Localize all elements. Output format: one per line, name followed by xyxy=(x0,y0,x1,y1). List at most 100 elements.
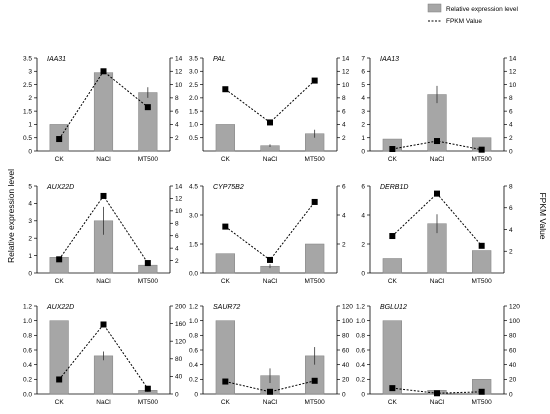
y2-tick-label: 120 xyxy=(175,339,186,346)
chart-panel-pal: 0.5 1.0 1.5 2.0 2.5 3.0 3.5 2 4 6 8 10 12 14 CK NaCl MT5… xyxy=(189,55,350,163)
y-tick-label: 3 xyxy=(28,69,32,76)
chart-panel-saur72: 0 0.2 0.4 0.6 0.8 1.0 1.2 0 20 40 60 80 100 120 CK NaCl… xyxy=(189,303,353,406)
y-tick-label: 1 xyxy=(28,122,32,129)
chart-panel-cyp75b2: 0.0 1.5 3.0 4.5 2 4 6 CK NaCl MT500 CYP75B2 xyxy=(189,183,346,285)
y-tick-label: 4 xyxy=(28,201,32,208)
bar xyxy=(138,264,158,274)
y-tick-label: 1.2 xyxy=(189,303,198,310)
y-tick-label: 5 xyxy=(361,82,365,89)
y2-tick-label: 12 xyxy=(175,196,183,203)
y-tick-label: 3.5 xyxy=(23,55,32,62)
y2-tick-label: 40 xyxy=(175,374,183,381)
fpkm-line xyxy=(225,201,316,261)
category-label: CK xyxy=(55,156,65,163)
category-label: NaCl xyxy=(430,156,445,163)
y-tick-label: 0.4 xyxy=(189,362,198,369)
fpkm-point xyxy=(267,388,273,395)
y2-tick-label: 2 xyxy=(175,258,179,265)
y2-tick-label: 4 xyxy=(175,122,179,129)
y2-tick-label: 10 xyxy=(175,208,183,215)
y2-tick-label: 6 xyxy=(175,233,179,240)
category-label: CK xyxy=(388,399,398,406)
y-tick-label: 1.5 xyxy=(23,108,32,115)
fpkm-point xyxy=(478,388,485,395)
y-tick-label: 0 xyxy=(28,270,32,277)
y-tick-label: 0.2 xyxy=(189,377,198,384)
fpkm-point xyxy=(389,146,396,153)
y-tick-label: 2 xyxy=(361,241,365,248)
fpkm-point xyxy=(100,68,107,75)
y-tick-label: 0.4 xyxy=(23,362,32,369)
y2-tick-label: 80 xyxy=(509,333,517,340)
fpkm-point xyxy=(434,390,440,397)
y-tick-label: 3.0 xyxy=(189,69,198,76)
y2-tick-label: 100 xyxy=(342,318,353,325)
fpkm-point xyxy=(311,377,318,384)
y-tick-label: 0.6 xyxy=(189,347,198,354)
y2-tick-label: 4 xyxy=(342,212,346,219)
category-label: NaCl xyxy=(430,399,445,406)
y2-tick-label: 4 xyxy=(175,245,179,252)
fpkm-line xyxy=(225,80,316,124)
fpkm-point xyxy=(100,321,107,328)
category-label: MT500 xyxy=(472,156,493,163)
category-label: MT500 xyxy=(305,278,326,285)
category-label: MT500 xyxy=(472,399,493,406)
category-label: MT500 xyxy=(138,156,159,163)
y-tick-label: 0.2 xyxy=(23,377,32,384)
bar xyxy=(472,250,492,274)
right-axis-title: FPKM Value xyxy=(538,192,548,239)
fpkm-line xyxy=(392,140,482,151)
y-tick-label: 0 xyxy=(361,270,365,277)
y2-tick-label: 2 xyxy=(175,135,179,142)
y2-tick-label: 60 xyxy=(509,347,517,354)
y-tick-label: 3.5 xyxy=(189,55,198,62)
chart-panel-derb1d: 0 2 4 6 2 4 6 8 CK NaCl MT500 DERB1D xyxy=(361,183,513,285)
category-label: NaCl xyxy=(96,278,111,285)
y-tick-label: 5 xyxy=(28,183,32,190)
y2-tick-label: 120 xyxy=(342,303,353,310)
fpkm-point xyxy=(56,256,63,263)
category-label: CK xyxy=(388,156,398,163)
chart-panel-iaa31: 0 0.5 1 1.5 2 2.5 3 3.5 2 4 6 8 10 12 14 CK NaCl MT500 IAA… xyxy=(23,55,183,163)
y-tick-label: 3 xyxy=(361,108,365,115)
y2-tick-label: 160 xyxy=(175,321,186,328)
y-tick-label: 2.0 xyxy=(189,95,198,102)
fpkm-point xyxy=(222,223,229,230)
y2-tick-label: 0 xyxy=(342,391,346,398)
legend: Relative expression level FPKM Value xyxy=(427,3,518,25)
category-label: MT500 xyxy=(305,156,326,163)
bar xyxy=(215,124,235,152)
y-tick-label: 3 xyxy=(28,218,32,225)
y2-tick-label: 6 xyxy=(342,108,346,115)
fpkm-line xyxy=(225,380,315,393)
y-tick-label: 0 xyxy=(28,148,32,155)
category-label: NaCl xyxy=(263,156,278,163)
y2-tick-label: 12 xyxy=(342,69,350,76)
category-label: MT500 xyxy=(472,278,493,285)
y2-tick-label: 4 xyxy=(509,122,513,129)
legend-bar-label: Relative expression level xyxy=(446,6,518,13)
y2-tick-label: 14 xyxy=(509,55,517,62)
fpkm-point xyxy=(222,378,229,385)
fpkm-point xyxy=(434,190,440,197)
fpkm-point xyxy=(434,138,440,145)
category-label: MT500 xyxy=(305,399,326,406)
y2-tick-label: 10 xyxy=(342,82,350,89)
y-tick-label: 4 xyxy=(361,95,365,102)
y-tick-label: 1.2 xyxy=(356,303,365,310)
category-label: NaCl xyxy=(263,278,278,285)
y2-tick-label: 200 xyxy=(175,303,186,310)
y-tick-label: 1.0 xyxy=(189,318,198,325)
y-tick-label: 1 xyxy=(28,253,32,260)
y2-tick-label: 60 xyxy=(342,347,350,354)
y-tick-label: 1 xyxy=(361,135,365,142)
bar xyxy=(215,253,235,274)
y2-tick-label: 12 xyxy=(175,69,183,76)
y2-tick-label: 10 xyxy=(509,82,517,89)
y2-tick-label: 0 xyxy=(509,391,513,398)
fpkm-point xyxy=(267,256,273,263)
panel-title: CYP75B2 xyxy=(213,184,244,191)
